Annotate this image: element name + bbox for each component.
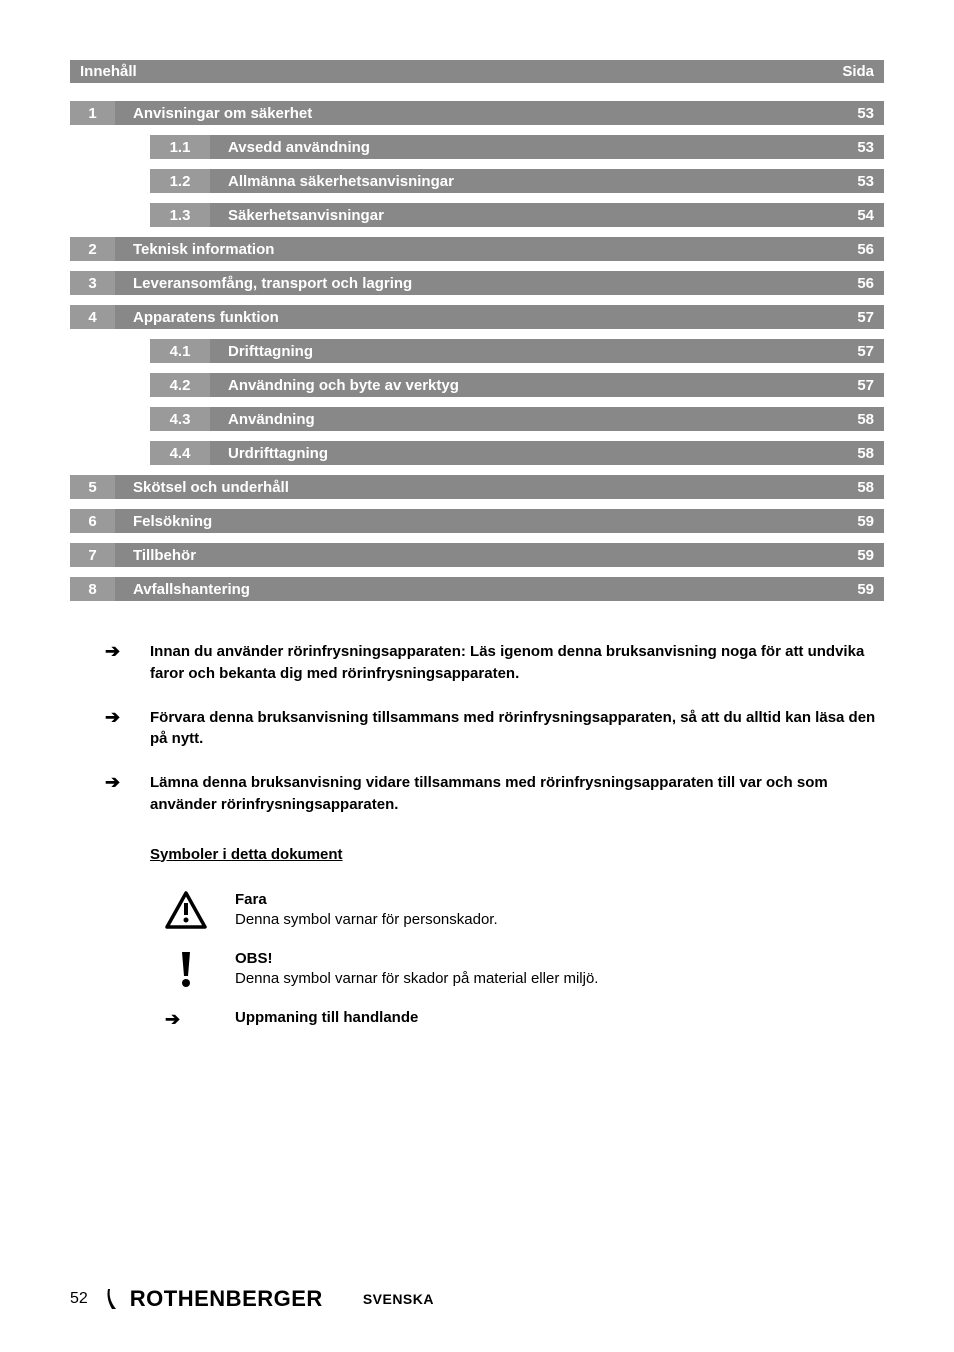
toc-page: 54: [857, 207, 884, 224]
page-footer: 52 ROTHENBERGER SVENSKA: [70, 1286, 884, 1312]
toc-row: 4 Apparatens funktion57: [70, 305, 884, 329]
toc-header: Innehåll Sida: [70, 60, 884, 83]
toc-number: 1: [70, 101, 115, 125]
toc-number: 6: [70, 509, 115, 533]
toc-page: 59: [857, 513, 884, 530]
toc-number: 2: [70, 237, 115, 261]
symbol-desc: Denna symbol varnar för skador på materi…: [235, 970, 598, 987]
bullet-text: Innan du använder rörinfrysningsapparate…: [150, 641, 884, 685]
symbol-row: Fara Denna symbol varnar för personskador…: [165, 891, 884, 934]
toc-title: Skötsel och underhåll: [133, 479, 857, 496]
toc-page: 57: [857, 343, 884, 360]
header-left: Innehåll: [80, 63, 137, 80]
toc-row: 4.2 Användning och byte av verktyg57: [150, 373, 884, 397]
exclamation-icon: [165, 950, 207, 988]
toc-title: Anvisningar om säkerhet: [133, 105, 857, 122]
toc-row: 2 Teknisk information56: [70, 237, 884, 261]
toc-row: 5 Skötsel och underhåll58: [70, 475, 884, 499]
toc-number: 3: [70, 271, 115, 295]
toc-number: 4.2: [150, 373, 210, 397]
toc-page: 56: [857, 275, 884, 292]
toc-number: 7: [70, 543, 115, 567]
toc-page: 57: [857, 377, 884, 394]
warning-triangle-icon: [165, 891, 207, 929]
symbol-title: Fara: [235, 891, 267, 908]
toc-page: 58: [857, 479, 884, 496]
toc-page: 56: [857, 241, 884, 258]
toc-number: 8: [70, 577, 115, 601]
toc-title: Leveransomfång, transport och lagring: [133, 275, 857, 292]
instruction-bullet: ➔Innan du använder rörinfrysningsapparat…: [105, 641, 884, 685]
toc-row: 4.3 Användning58: [150, 407, 884, 431]
toc-title: Apparatens funktion: [133, 309, 857, 326]
instruction-bullets: ➔Innan du använder rörinfrysningsapparat…: [70, 641, 884, 816]
symbol-title: OBS!: [235, 950, 273, 967]
toc-title: Användning: [228, 411, 857, 428]
toc-title: Drifttagning: [228, 343, 857, 360]
footer-brand-text: ROTHENBERGER: [130, 1286, 323, 1312]
arrow-right-icon: ➔: [105, 641, 150, 685]
toc-page: 53: [857, 173, 884, 190]
toc-number: 1.2: [150, 169, 210, 193]
toc-title: Säkerhetsanvisningar: [228, 207, 857, 224]
toc-title: Felsökning: [133, 513, 857, 530]
toc-title: Avsedd användning: [228, 139, 857, 156]
footer-brand: ROTHENBERGER: [106, 1286, 323, 1312]
arrow-right-icon: ➔: [105, 772, 150, 816]
toc-title: Allmänna säkerhetsanvisningar: [228, 173, 857, 190]
instruction-bullet: ➔Förvara denna bruksanvisning tillsamman…: [105, 707, 884, 751]
toc-title: Användning och byte av verktyg: [228, 377, 857, 394]
arrow-right-icon: ➔: [105, 707, 150, 751]
symbols-list: Fara Denna symbol varnar för personskador…: [70, 891, 884, 1030]
toc-row: 1 Anvisningar om säkerhet53: [70, 101, 884, 125]
toc-title: Avfallshantering: [133, 581, 857, 598]
toc-row: 1.2 Allmänna säkerhetsanvisningar53: [150, 169, 884, 193]
symbol-title: Uppmaning till handlande: [235, 1009, 418, 1026]
symbols-heading: Symboler i detta dokument: [150, 846, 884, 863]
toc-row: 7 Tillbehör59: [70, 543, 884, 567]
toc-row: 4.1 Drifttagning57: [150, 339, 884, 363]
toc-title: Urdrifttagning: [228, 445, 857, 462]
footer-language: SVENSKA: [363, 1291, 434, 1307]
toc-number: 1.1: [150, 135, 210, 159]
bullet-text: Förvara denna bruksanvisning tillsammans…: [150, 707, 884, 751]
toc-page: 59: [857, 547, 884, 564]
toc-number: 1.3: [150, 203, 210, 227]
toc-number: 4.1: [150, 339, 210, 363]
toc-row: 4.4 Urdrifttagning58: [150, 441, 884, 465]
toc-number: 4: [70, 305, 115, 329]
toc-number: 5: [70, 475, 115, 499]
toc-row: 3 Leveransomfång, transport och lagring56: [70, 271, 884, 295]
toc-page: 58: [857, 445, 884, 462]
toc-row: 6 Felsökning59: [70, 509, 884, 533]
symbol-desc: Denna symbol varnar för personskador.: [235, 911, 498, 928]
toc-title: Teknisk information: [133, 241, 857, 258]
brand-swoosh-icon: [106, 1287, 130, 1311]
toc-page: 53: [857, 139, 884, 156]
toc-list: 1Anvisningar om säkerhet531.1Avsedd anvä…: [70, 101, 884, 601]
symbol-row: OBS! Denna symbol varnar för skador på ma…: [165, 950, 884, 993]
toc-title: Tillbehör: [133, 547, 857, 564]
toc-number: 4.4: [150, 441, 210, 465]
symbol-row: ➔ Uppmaning till handlande: [165, 1009, 884, 1030]
toc-page: 53: [857, 105, 884, 122]
footer-page-number: 52: [70, 1290, 88, 1308]
bullet-text: Lämna denna bruksanvisning vidare tillsa…: [150, 772, 884, 816]
instruction-bullet: ➔Lämna denna bruksanvisning vidare tills…: [105, 772, 884, 816]
toc-row: 8 Avfallshantering59: [70, 577, 884, 601]
arrow-right-icon: ➔: [165, 1009, 180, 1029]
toc-row: 1.1 Avsedd användning53: [150, 135, 884, 159]
toc-row: 1.3 Säkerhetsanvisningar54: [150, 203, 884, 227]
toc-number: 4.3: [150, 407, 210, 431]
toc-page: 57: [857, 309, 884, 326]
toc-page: 58: [857, 411, 884, 428]
toc-page: 59: [857, 581, 884, 598]
header-right: Sida: [842, 63, 874, 80]
